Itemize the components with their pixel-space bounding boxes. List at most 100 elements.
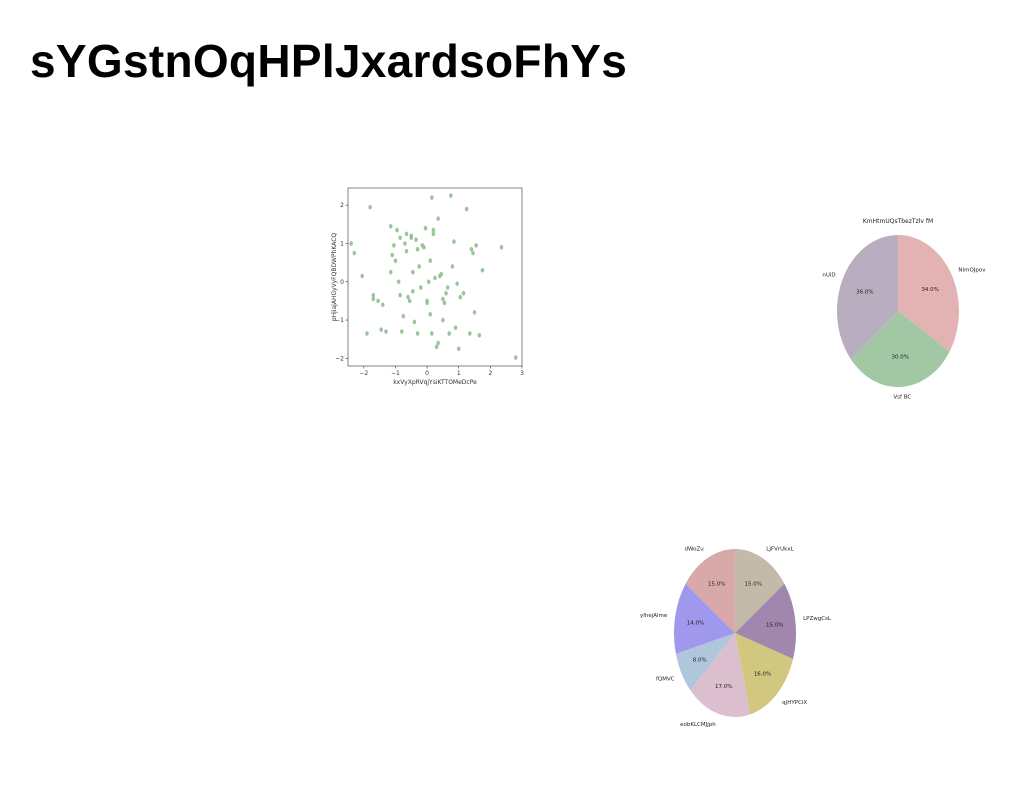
scatter-point	[477, 333, 482, 338]
pie2-slice	[735, 583, 796, 659]
scatter-point	[464, 206, 469, 212]
scatter-point	[431, 227, 436, 233]
pie2-slice-percent: 14.0%	[687, 621, 704, 627]
pie2-slice-percent: 17.0%	[715, 684, 732, 690]
pie1-title: KmHtmUQsTbezTzlv fM	[863, 218, 933, 225]
pie1-slice-percent: 30.0%	[892, 355, 909, 361]
scatter-point	[390, 252, 395, 258]
scatter-point	[406, 294, 410, 300]
scatter-point	[444, 290, 448, 296]
pie-chart-top: KmHtmUQsTbezTzlv fM NImOJpov 34.0% Vsf BC 30…	[822, 218, 986, 401]
scatter-point	[455, 281, 459, 286]
scatter-point	[396, 279, 401, 285]
pie1-slice-percent: 36.0%	[856, 290, 873, 296]
x-tick-label: 0	[425, 370, 429, 377]
scatter-point	[381, 302, 385, 308]
scatter-point	[395, 227, 399, 233]
scatter-point	[428, 312, 433, 317]
scatter-point	[415, 246, 420, 252]
scatter-point	[436, 340, 440, 346]
scatter-point	[403, 241, 407, 246]
scatter-point	[398, 292, 402, 298]
scatter-point	[453, 325, 458, 331]
pie2-slice-label: qjHYPCiX	[782, 700, 807, 706]
pie2-slice-label: eobKLCMJjph	[680, 722, 716, 728]
scatter-point	[412, 319, 417, 325]
scatter-point	[442, 300, 447, 306]
pie2-slice-label: LJFVrUkxL	[766, 546, 794, 552]
scatter-point	[452, 239, 456, 244]
page-title: sYGstnOqHPlJxardsoFhYs	[30, 35, 628, 87]
scatter-point	[468, 331, 472, 336]
scatter-point	[425, 300, 429, 306]
y-axis-label: pHjiajAHGyVyFQBDWPhKACQ	[331, 233, 338, 322]
scatter-point	[449, 193, 453, 198]
scatter-point	[471, 250, 475, 256]
pie1-slice-label: nUiD	[822, 272, 835, 278]
scatter-point	[441, 317, 445, 323]
pie2-slice-percent: 15.0%	[745, 582, 762, 588]
scatter-point	[360, 273, 365, 279]
scatter-point	[414, 237, 418, 242]
scatter-point	[441, 296, 445, 302]
scatter-point	[480, 268, 485, 273]
scatter-point	[349, 241, 353, 246]
pie2-slice	[685, 549, 735, 633]
pie2-slice-percent: 16.0%	[754, 671, 771, 677]
scatter-point	[472, 310, 477, 315]
x-tick-label: −2	[359, 370, 368, 377]
scatter-point	[384, 329, 388, 334]
scatter-point	[404, 231, 409, 237]
y-tick-label: 1	[340, 241, 344, 248]
scatter-point	[430, 331, 434, 336]
scatter-point	[411, 289, 415, 294]
pie2-slice-percent: 15.0%	[766, 622, 783, 628]
y-tick-label: 2	[340, 202, 344, 209]
scatter-point	[433, 275, 437, 281]
scatter-point	[439, 271, 444, 277]
scatter-point	[461, 290, 466, 296]
scatter-point	[371, 296, 376, 302]
scatter-point	[407, 298, 412, 304]
pie2-slice	[674, 583, 735, 654]
scatter-point	[398, 235, 402, 241]
pie2-slice-label: LPZwgCsL	[803, 616, 832, 622]
scatter-point	[418, 285, 423, 290]
x-tick-label: 2	[488, 370, 492, 377]
scatter-point	[417, 264, 421, 269]
pie2-slice-label: dWoZu	[684, 546, 703, 552]
pie2-slice	[675, 633, 735, 691]
scatter-point	[401, 313, 406, 319]
scatter-point	[456, 346, 461, 352]
scatter-point	[409, 233, 414, 239]
scatter-point	[431, 231, 436, 237]
scatter-point	[392, 243, 396, 248]
scatter-point	[388, 269, 393, 275]
pie2-slice-percent: 15.0%	[708, 582, 725, 588]
scatter-point	[458, 294, 463, 300]
pie1-slice	[898, 235, 959, 352]
x-tick-label: 3	[520, 370, 524, 377]
pie2-slice	[735, 633, 794, 715]
pie1-slice	[837, 235, 898, 360]
pie1-slice-label: NImOJpov	[958, 268, 986, 274]
scatter-point	[436, 216, 440, 221]
scatter-point	[469, 246, 474, 252]
scatter-point	[352, 250, 357, 256]
scatter-point	[404, 248, 409, 254]
pie2-slice	[690, 633, 751, 717]
scatter-point	[422, 245, 426, 250]
scatter-chart: −2 −1 0 1 2 3 −2 −1 0 1 2 kxVyXpRVqjYsiKTTOMeDcPe pH…	[331, 187, 524, 386]
x-axis-label: kxVyXpRVqjYsiKTTOMeDcPe	[393, 379, 477, 386]
scatter-point	[365, 331, 369, 336]
scatter-point	[434, 344, 439, 350]
y-tick-label: −1	[335, 317, 344, 324]
scatter-point	[447, 331, 452, 336]
scatter-point	[474, 243, 478, 248]
scatter-point	[379, 327, 384, 332]
x-tick-label: 1	[457, 370, 461, 377]
pie2-slice-label: fQMVC	[656, 677, 675, 683]
scatter-point	[399, 329, 404, 334]
scatter-point	[411, 269, 415, 275]
scatter-point	[445, 285, 450, 290]
